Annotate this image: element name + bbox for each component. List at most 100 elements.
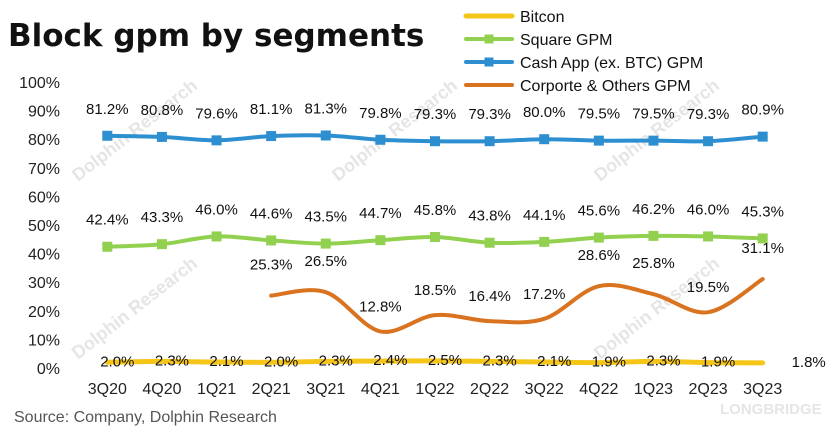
data-label-cash-app-gpm: 80.0%	[523, 104, 566, 121]
y-tick-label: 70%	[28, 161, 60, 178]
legend-label: Square GPM	[520, 32, 612, 49]
legend-item-cash-app-gpm: Cash App (ex. BTC) GPM	[464, 55, 703, 72]
data-label-bitcon: 1.9%	[592, 354, 626, 371]
data-label-square-gpm: 45.6%	[578, 203, 621, 220]
point-square-gpm	[375, 235, 386, 246]
legend: Bitcon Square GPM Cash App (ex. BTC) GPM Co…	[463, 9, 703, 95]
data-label-cash-app-gpm: 79.5%	[578, 106, 621, 123]
data-label-cash-app-gpm: 79.3%	[687, 106, 730, 123]
data-label-square-gpm: 45.3%	[741, 203, 784, 220]
y-tick-label: 20%	[28, 304, 60, 321]
x-tick-label: 1Q23	[634, 381, 673, 398]
point-square-gpm	[539, 236, 550, 247]
data-label-square-gpm: 43.3%	[141, 209, 184, 226]
data-label-bitcon: 1.9%	[701, 354, 735, 371]
y-tick-label: 30%	[28, 275, 60, 292]
watermark-dolphin-4: Dolphin Research	[68, 253, 201, 363]
point-cash-app-gpm	[102, 130, 113, 141]
data-label-square-gpm: 43.5%	[304, 209, 347, 226]
y-tick-label: 0%	[37, 361, 60, 378]
point-cash-app-gpm	[375, 134, 386, 145]
data-label-cash-app-gpm: 80.8%	[141, 102, 184, 119]
data-label-square-gpm: 44.7%	[359, 205, 402, 222]
data-label-cash-app-gpm: 79.5%	[632, 106, 675, 123]
data-label-corporate-others-gpm: 26.5%	[304, 253, 347, 270]
y-tick-label: 100%	[19, 75, 60, 92]
data-label-square-gpm: 43.8%	[468, 208, 511, 225]
point-square-gpm	[266, 235, 277, 246]
data-label-corporate-others-gpm: 28.6%	[578, 247, 621, 264]
data-label-square-gpm: 44.1%	[523, 207, 566, 224]
source-note: Source: Company, Dolphin Research	[14, 409, 277, 426]
x-tick-label: 1Q22	[415, 381, 454, 398]
x-tick-label: 4Q22	[579, 381, 618, 398]
point-square-gpm	[484, 237, 495, 248]
legend-item-bitcon: Bitcon	[463, 9, 564, 26]
x-tick-label: 2Q23	[689, 381, 728, 398]
y-tick-label: 40%	[28, 247, 60, 264]
data-label-bitcon: 2.4%	[373, 352, 407, 369]
data-label-bitcon: 2.3%	[483, 352, 517, 369]
data-label-corporate-others-gpm: 18.5%	[414, 282, 457, 299]
data-label-corporate-others-gpm: 25.8%	[632, 255, 675, 272]
legend-marker	[484, 57, 494, 67]
point-cash-app-gpm	[593, 135, 604, 146]
data-label-corporate-others-gpm: 19.5%	[687, 279, 730, 296]
series-cash-app-gpm	[102, 130, 768, 147]
legend-marker	[484, 34, 494, 44]
data-label-square-gpm: 46.2%	[632, 201, 675, 218]
watermark-longbridge: LONGBRIDGE	[720, 401, 822, 418]
legend-label: Corporte & Others GPM	[520, 78, 691, 95]
data-label-bitcon: 1.8%	[792, 354, 826, 371]
data-label-corporate-others-gpm: 25.3%	[250, 257, 293, 274]
point-square-gpm	[211, 231, 222, 242]
data-label-cash-app-gpm: 80.9%	[741, 102, 784, 119]
point-square-gpm	[703, 231, 714, 242]
data-label-square-gpm: 46.0%	[687, 201, 730, 218]
legend-label: Bitcon	[520, 9, 564, 26]
x-tick-label: 2Q22	[470, 381, 509, 398]
x-tick-label: 3Q20	[88, 381, 127, 398]
data-label-square-gpm: 45.8%	[414, 202, 457, 219]
data-label-bitcon: 2.0%	[264, 353, 298, 370]
data-label-cash-app-gpm: 81.2%	[86, 101, 129, 118]
series-line-bitcon	[104, 358, 766, 366]
y-tick-label: 50%	[28, 218, 60, 235]
data-label-bitcon: 2.0%	[100, 353, 134, 370]
point-square-gpm	[757, 233, 768, 244]
data-label-square-gpm: 46.0%	[195, 201, 238, 218]
point-cash-app-gpm	[539, 134, 550, 145]
data-label-bitcon: 2.3%	[646, 352, 680, 369]
x-tick-label: 2Q21	[252, 381, 291, 398]
point-square-gpm	[320, 238, 331, 249]
data-label-cash-app-gpm: 79.8%	[359, 105, 402, 122]
point-square-gpm	[156, 239, 167, 250]
point-cash-app-gpm	[211, 135, 222, 146]
watermark-dolphin-2: Dolphin Research	[328, 75, 461, 185]
x-tick-label: 3Q22	[525, 381, 564, 398]
x-tick-label: 1Q21	[197, 381, 236, 398]
data-label-cash-app-gpm: 79.3%	[468, 106, 511, 123]
y-tick-label: 60%	[28, 189, 60, 206]
data-label-bitcon: 2.5%	[428, 352, 462, 369]
series-corporate-others-gpm	[269, 277, 765, 334]
point-cash-app-gpm	[484, 136, 495, 147]
data-label-cash-app-gpm: 79.6%	[195, 105, 238, 122]
data-label-bitcon: 2.1%	[537, 353, 571, 370]
point-cash-app-gpm	[320, 130, 331, 141]
watermark-dolphin-1: Dolphin Research	[68, 75, 201, 185]
data-label-bitcon: 2.3%	[319, 352, 353, 369]
y-tick-label: 90%	[28, 104, 60, 121]
data-label-square-gpm: 44.6%	[250, 205, 293, 222]
data-label-cash-app-gpm: 79.3%	[414, 106, 457, 123]
y-tick-label: 80%	[28, 132, 60, 149]
series-bitcon	[104, 358, 766, 366]
data-label-corporate-others-gpm: 31.1%	[741, 240, 784, 257]
point-cash-app-gpm	[156, 131, 167, 142]
data-label-corporate-others-gpm: 17.2%	[523, 286, 566, 303]
data-label-cash-app-gpm: 81.3%	[304, 100, 347, 117]
series-square-gpm	[102, 230, 768, 252]
data-labels: 2.0% 2.3% 2.1% 2.0% 2.3% 2.4% 2.5% 2.3% 2.1% 1.9%…	[86, 100, 826, 370]
point-cash-app-gpm	[430, 136, 440, 147]
